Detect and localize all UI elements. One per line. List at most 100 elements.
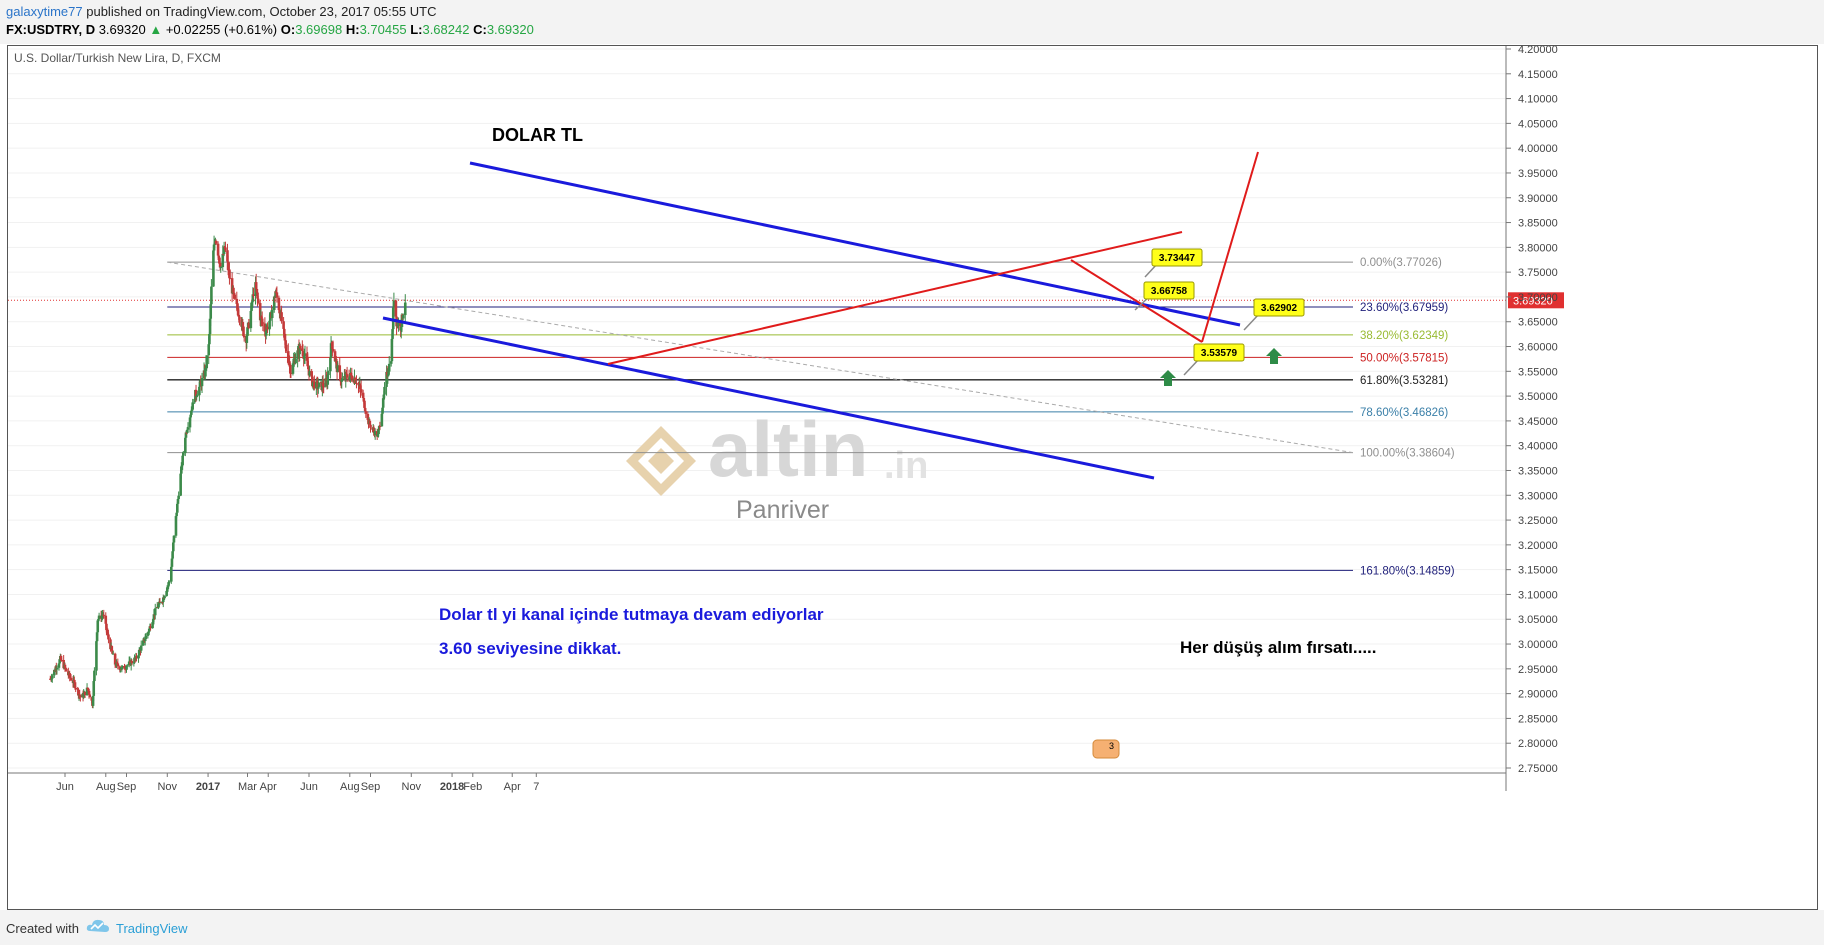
candle-body [339, 372, 342, 382]
candle-body [151, 622, 154, 629]
candle-body [188, 417, 192, 428]
candle-body [282, 328, 286, 334]
open-label: O: [280, 22, 296, 37]
candle-body [91, 695, 95, 706]
candle-body [200, 378, 204, 387]
candle-body [50, 678, 53, 680]
candle-body [97, 615, 101, 619]
candle-body [87, 690, 91, 695]
candle-body [272, 296, 276, 310]
candle-body [263, 323, 267, 332]
x-tick-label: Apr [260, 781, 277, 793]
candle-body [190, 410, 193, 415]
x-tick-label: 2017 [196, 781, 220, 793]
candle-body [59, 656, 63, 660]
price-callout-box [1151, 248, 1203, 267]
candle-body [247, 322, 251, 329]
price-chart[interactable]: altin .in Panriver 0.00%(3.77026) 23.60%(… [8, 44, 1817, 909]
candle-body [69, 676, 72, 679]
candle-body [97, 618, 100, 621]
cloud-logo-icon[interactable] [86, 917, 110, 935]
candle-body [336, 365, 340, 373]
candle-body [350, 375, 354, 380]
author-link[interactable]: galaxytime77 [6, 4, 83, 19]
candle-body [180, 466, 183, 474]
candle-body [236, 304, 239, 310]
candle-body [219, 267, 223, 269]
tradingview-link[interactable]: TradingView [116, 921, 188, 936]
open-value: 3.69698 [295, 22, 343, 37]
candle-body [301, 348, 304, 351]
y-tick-label: 3.25000 [1518, 515, 1558, 527]
candle-body [381, 407, 384, 414]
candle-body [204, 368, 208, 370]
y-tick-label: 3.35000 [1518, 465, 1558, 477]
y-tick-label: 3.80000 [1518, 242, 1558, 254]
candle-body [165, 587, 169, 591]
candle-body [268, 314, 272, 321]
candle-body [338, 365, 342, 373]
candle-body [208, 318, 212, 335]
y-tick-label: 3.50000 [1518, 391, 1558, 403]
candle-body [205, 355, 209, 369]
candle-body [329, 343, 333, 358]
candle-body [306, 360, 309, 367]
candle-body [196, 395, 199, 397]
candle-body [189, 414, 192, 418]
candle-body [198, 386, 201, 396]
candle-body [236, 309, 240, 316]
candle-body [335, 361, 338, 364]
candle-body [325, 378, 328, 380]
candle-body [228, 278, 232, 280]
candle-body [209, 304, 213, 319]
candle-body [391, 307, 395, 330]
candle-body [221, 253, 225, 268]
candle-body [111, 650, 114, 654]
candle-body [152, 614, 156, 620]
y-tick-label: 4.05000 [1518, 118, 1558, 130]
candle-body [366, 413, 370, 420]
up-arrow-icon [1160, 370, 1176, 386]
fib-label: 50.00%(3.57815) [1360, 352, 1448, 364]
candle-body [357, 383, 360, 385]
candle-body [294, 358, 297, 364]
candle-body [230, 278, 234, 294]
fib-label: 23.60%(3.67959) [1360, 302, 1448, 314]
y-tick-label: 2.80000 [1518, 738, 1558, 750]
candle-body [146, 632, 150, 636]
candle-body [222, 246, 226, 254]
candle-body [308, 371, 311, 376]
chart-frame: altin .in Panriver 0.00%(3.77026) 23.60%(… [7, 44, 1818, 910]
candle-body [111, 653, 115, 655]
y-tick-label: 3.00000 [1518, 639, 1558, 651]
y-tick-label: 4.20000 [1518, 46, 1558, 56]
candle-body [359, 385, 362, 390]
candle-body [119, 669, 123, 671]
candle-body [174, 516, 178, 536]
last-price: 3.69320 [98, 22, 146, 37]
candle-body [180, 465, 184, 467]
candle-body [163, 596, 166, 599]
heading-text: DOLAR TL [492, 125, 583, 145]
candle-body [232, 287, 235, 293]
candle-body [315, 381, 318, 389]
fib-label: 100.00%(3.38604) [1360, 448, 1455, 460]
candle-body [107, 634, 110, 640]
candle-body [264, 330, 268, 336]
candle-body [60, 659, 63, 661]
candle-body [284, 340, 287, 345]
candle-body [381, 398, 385, 408]
y-tick-label: 3.30000 [1518, 490, 1558, 502]
candle-body [261, 322, 265, 324]
candle-body [161, 597, 165, 603]
candle-body [228, 270, 231, 279]
y-tick-label: 3.45000 [1518, 416, 1558, 428]
candle-body [171, 551, 174, 559]
candle-body [238, 316, 241, 320]
candle-body [321, 382, 324, 391]
fib-label: 38.20%(3.62349) [1360, 330, 1448, 342]
candle-body [260, 318, 264, 323]
candle-body [284, 344, 288, 352]
candle-body [74, 688, 77, 690]
candle-body [305, 353, 309, 361]
